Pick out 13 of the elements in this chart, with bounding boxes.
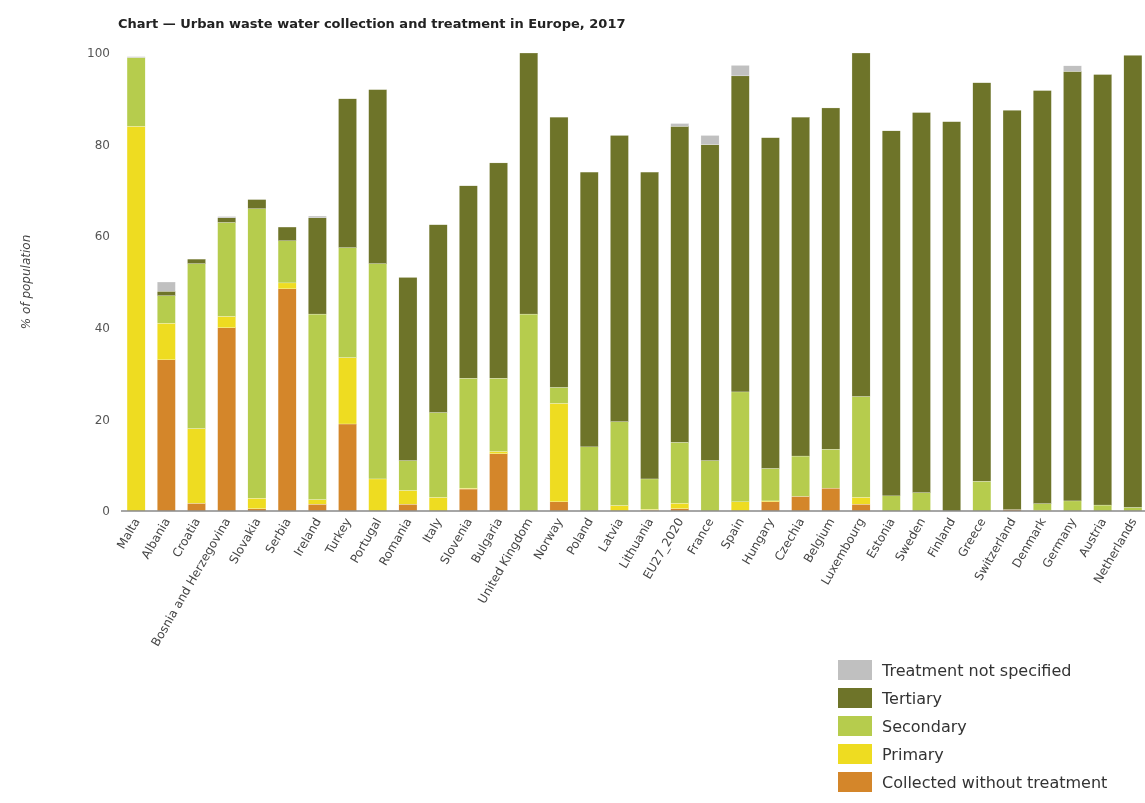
y-tick-label: 80	[94, 137, 110, 152]
y-tick-label: 20	[94, 412, 110, 427]
y-axis-title: % of population	[19, 234, 33, 330]
y-tick-label: 0	[102, 504, 110, 519]
chart-title: Chart — Urban waste water collection and treatment in Europe, 2017	[118, 16, 626, 31]
legend-label: Treatment not specified	[881, 660, 1072, 680]
legend-label: Tertiary	[881, 688, 943, 708]
legend-label: Primary	[882, 744, 944, 764]
y-tick-label: 60	[94, 229, 110, 244]
y-tick-label: 100	[87, 46, 110, 61]
legend-label: Collected without treatment	[882, 772, 1108, 792]
y-tick-label: 40	[94, 321, 110, 335]
legend-label: Secondary	[882, 716, 967, 736]
